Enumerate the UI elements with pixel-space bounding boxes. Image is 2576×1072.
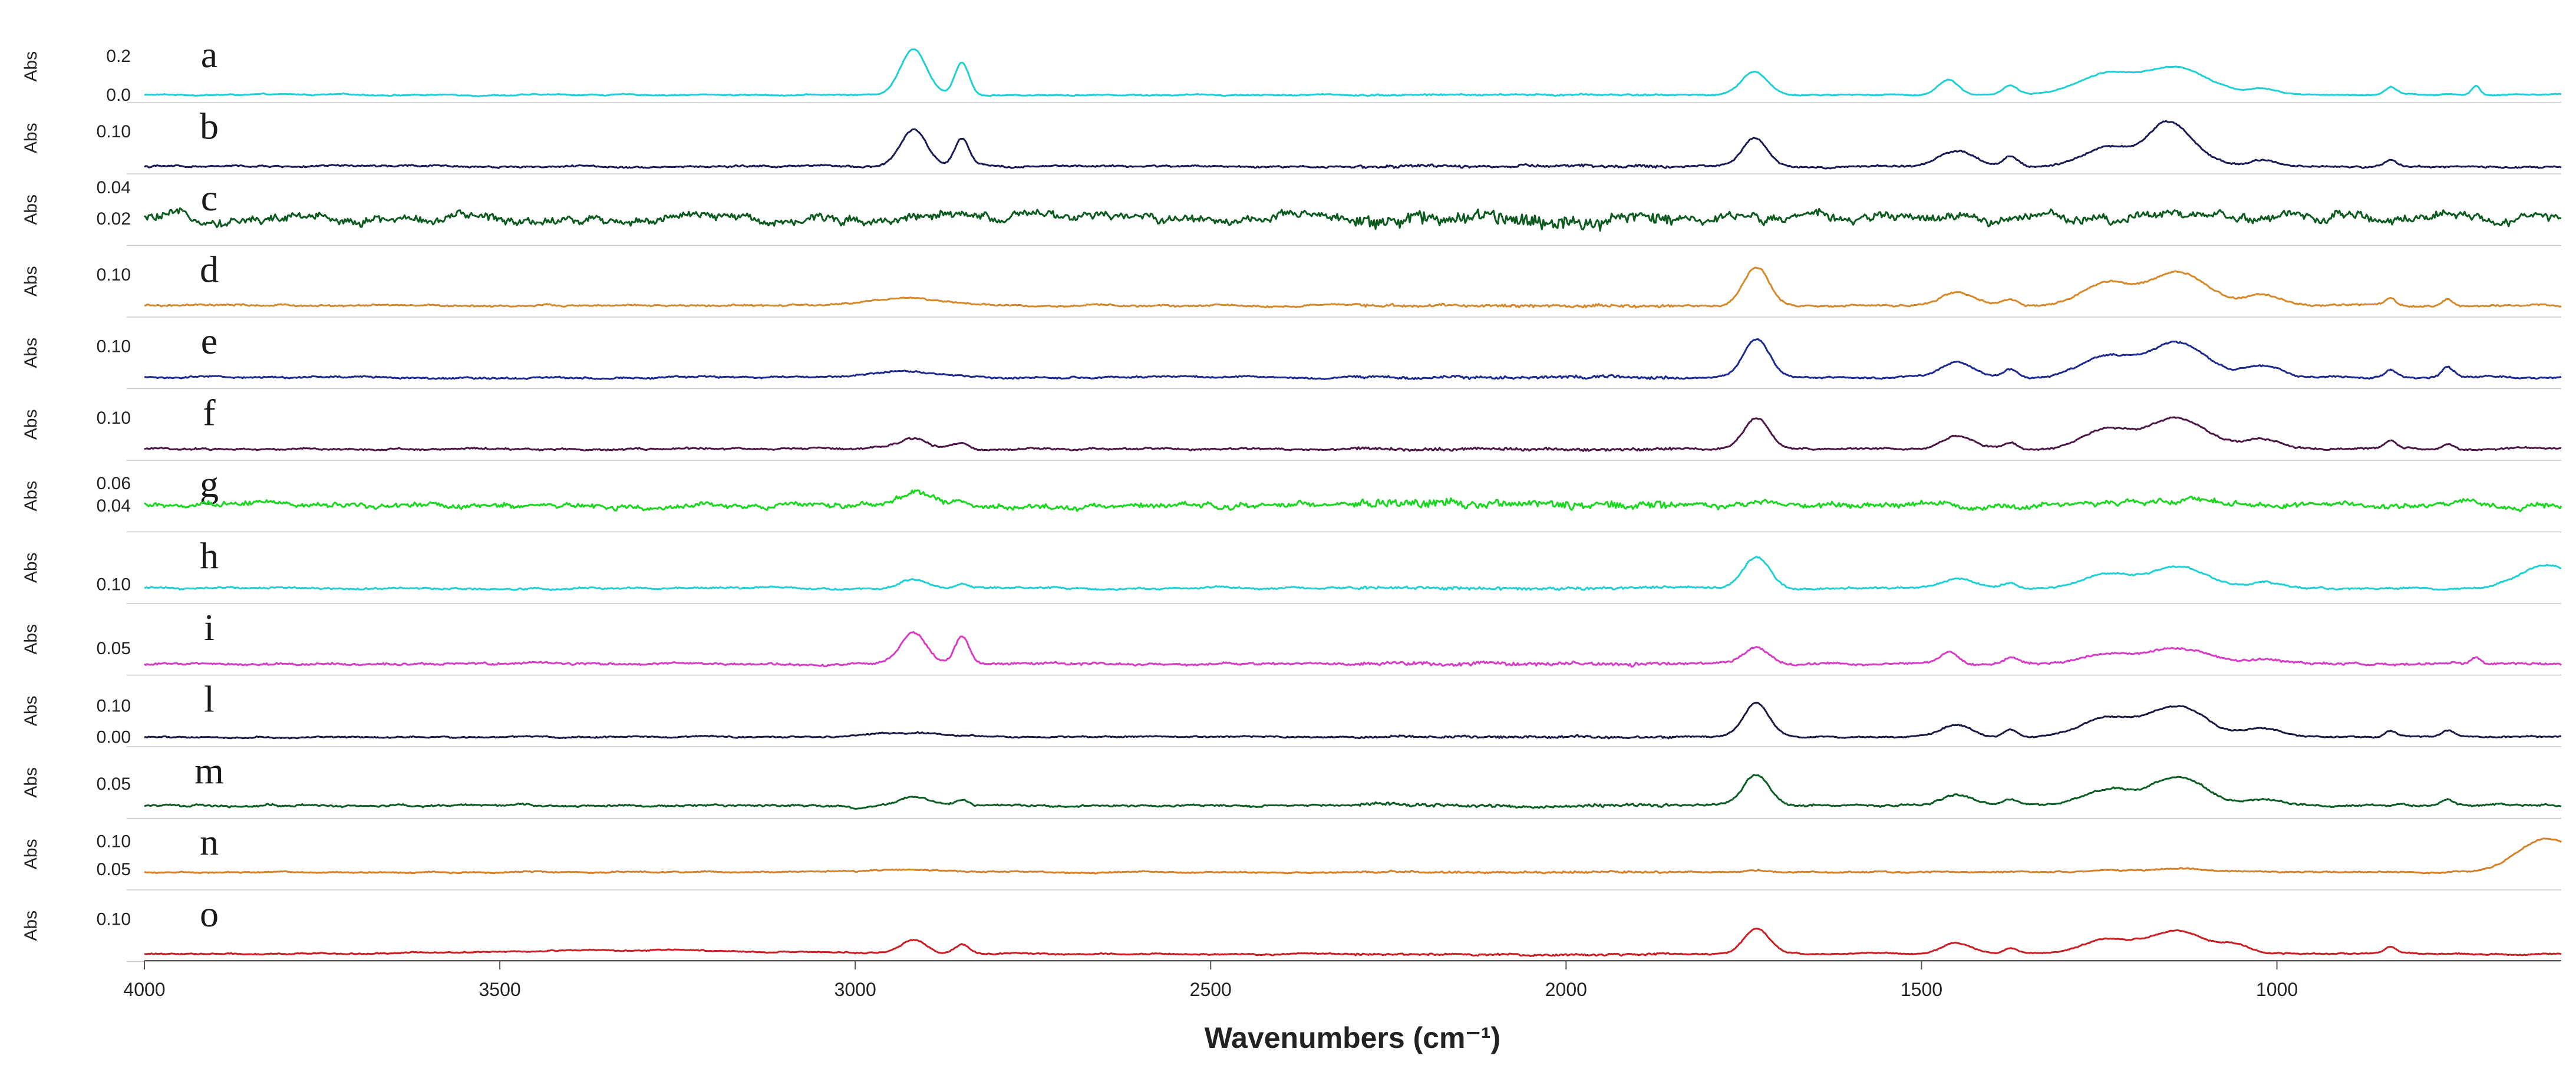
panel-label-b: b bbox=[200, 105, 219, 147]
y-tick-label: 0.10 bbox=[97, 122, 131, 141]
spectrum-panel-o: Abs 0.10 o bbox=[21, 893, 2562, 962]
panel-label-e: e bbox=[201, 320, 217, 362]
panel-label-l: l bbox=[204, 678, 215, 720]
x-tick-label: 4000 bbox=[123, 979, 165, 1000]
x-tick-label: 1500 bbox=[1901, 979, 1942, 1000]
spectrum-line-h bbox=[144, 556, 2562, 592]
y-axis-label: Abs bbox=[21, 839, 41, 869]
spectrum-line-m bbox=[144, 774, 2562, 810]
spectrum-panel-b: Abs 0.10 b bbox=[21, 105, 2562, 174]
spectrum-panel-i: Abs 0.05 i bbox=[21, 606, 2562, 676]
x-axis-ticks: 4000 3500 3000 2500 2000 1500 1000 bbox=[123, 961, 2298, 1000]
spectrum-line-e bbox=[144, 338, 2562, 381]
y-axis-label: Abs bbox=[21, 338, 41, 368]
y-tick-label: 0.00 bbox=[97, 727, 131, 747]
y-axis-label: Abs bbox=[21, 695, 41, 726]
spectrum-line-c bbox=[143, 207, 2562, 232]
spectrum-panel-l: Abs 0.10 0.00 l bbox=[21, 678, 2562, 747]
spectrum-panel-n: Abs 0.10 0.05 n bbox=[21, 822, 2562, 890]
y-tick-label: 0.04 bbox=[97, 496, 131, 516]
spectrum-panel-m: Abs 0.05 m bbox=[21, 750, 2562, 819]
panel-label-a: a bbox=[201, 34, 217, 75]
y-tick-label: 0.06 bbox=[97, 474, 131, 493]
spectrum-panel-a: Abs 0.2 0.0 a bbox=[21, 34, 2562, 105]
y-tick-label: 0.10 bbox=[97, 910, 131, 929]
panel-label-g: g bbox=[200, 463, 219, 505]
panel-label-i: i bbox=[204, 606, 215, 648]
y-tick-label: 0.10 bbox=[97, 832, 131, 851]
y-tick-label: 0.10 bbox=[97, 408, 131, 428]
y-tick-label: 0.04 bbox=[97, 178, 131, 197]
x-axis-label: Wavenumbers (cm⁻¹) bbox=[1205, 1021, 1500, 1054]
y-tick-label: 0.2 bbox=[106, 47, 131, 66]
y-axis-label: Abs bbox=[21, 552, 41, 583]
y-axis-label: Abs bbox=[21, 911, 41, 941]
spectrum-line-d bbox=[144, 266, 2562, 309]
panel-label-h: h bbox=[200, 535, 219, 577]
y-axis-label: Abs bbox=[21, 51, 41, 82]
y-tick-label: 0.10 bbox=[97, 337, 131, 357]
y-tick-label: 0.05 bbox=[97, 639, 131, 658]
y-tick-label: 0.05 bbox=[97, 860, 131, 879]
y-axis-label: Abs bbox=[21, 194, 41, 225]
spectrum-line-i bbox=[144, 631, 2562, 668]
spectrum-line-n bbox=[144, 837, 2562, 875]
spectrum-line-a bbox=[144, 48, 2562, 97]
spectrum-line-o bbox=[144, 928, 2562, 958]
x-tick-label: 2500 bbox=[1190, 979, 1232, 1000]
panel-label-n: n bbox=[200, 822, 219, 863]
spectrum-line-g bbox=[144, 489, 2562, 513]
y-tick-label: 0.02 bbox=[97, 209, 131, 229]
y-tick-label: 0.05 bbox=[97, 774, 131, 794]
spectrum-line-f bbox=[144, 416, 2562, 452]
y-tick-label: 0.0 bbox=[106, 85, 131, 105]
x-tick-label: 3000 bbox=[835, 979, 876, 1000]
y-axis-label: Abs bbox=[21, 266, 41, 296]
y-axis-label: Abs bbox=[21, 409, 41, 440]
panel-label-d: d bbox=[200, 249, 219, 291]
spectrum-line-b bbox=[144, 120, 2562, 170]
spectrum-panel-d: Abs 0.10 d bbox=[21, 249, 2562, 318]
spectrum-panel-f: Abs 0.10 f bbox=[21, 392, 2562, 461]
x-tick-label: 2000 bbox=[1545, 979, 1587, 1000]
y-tick-label: 0.10 bbox=[97, 575, 131, 595]
x-tick-label: 3500 bbox=[479, 979, 520, 1000]
panel-label-c: c bbox=[201, 177, 217, 219]
y-axis-label: Abs bbox=[21, 481, 41, 512]
spectrum-line-l bbox=[144, 701, 2562, 740]
spectrum-panel-g: Abs 0.06 0.04 g bbox=[21, 463, 2562, 533]
y-tick-label: 0.10 bbox=[97, 697, 131, 716]
spectrum-panel-h: Abs 0.10 h bbox=[21, 535, 2562, 604]
spectrum-panel-e: Abs 0.10 e bbox=[21, 320, 2562, 390]
panel-label-f: f bbox=[203, 392, 216, 434]
panel-label-o: o bbox=[200, 893, 219, 935]
spectrum-panel-c: Abs 0.04 0.02 c bbox=[21, 177, 2562, 246]
y-axis-label: Abs bbox=[21, 767, 41, 798]
y-axis-label: Abs bbox=[21, 624, 41, 655]
y-tick-label: 0.10 bbox=[97, 265, 131, 285]
panel-label-m: m bbox=[194, 750, 224, 791]
y-axis-label: Abs bbox=[21, 123, 41, 153]
x-tick-label: 1000 bbox=[2256, 979, 2298, 1000]
